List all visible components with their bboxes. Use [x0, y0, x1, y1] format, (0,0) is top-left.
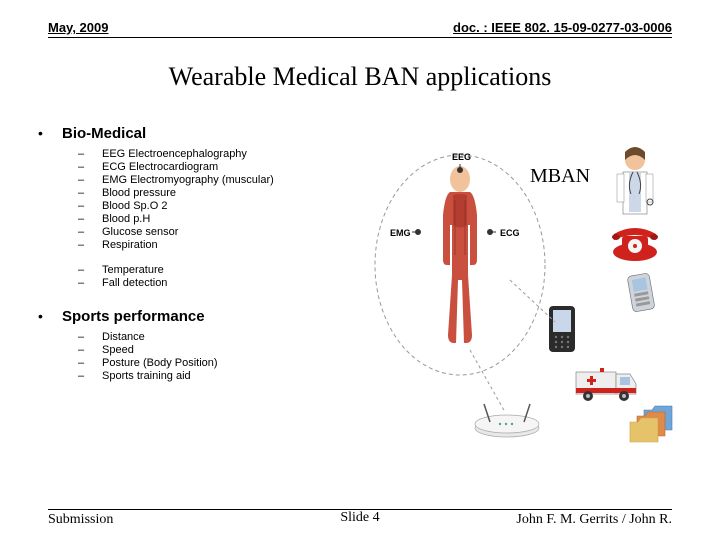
content-list: • Bio-Medical –EEG Electroencephalograph… — [38, 125, 368, 383]
diagram-area: EEG EMG ECG — [370, 150, 680, 450]
list-item: –ECG Electrocardiogram — [78, 161, 368, 173]
section-bio: • Bio-Medical — [38, 125, 368, 142]
section-heading: Sports performance — [62, 308, 205, 325]
doctor-icon — [605, 142, 665, 218]
phone-icon — [620, 268, 668, 316]
bullet-icon: • — [38, 308, 62, 324]
list-item: –Temperature — [78, 264, 368, 276]
list-item: –Glucose sensor — [78, 226, 368, 238]
telephone-icon — [608, 222, 662, 262]
section-sports: • Sports performance — [38, 308, 368, 325]
list-item: –Fall detection — [78, 277, 368, 289]
list-item: –Sports training aid — [78, 370, 368, 382]
list-item: –Distance — [78, 331, 368, 343]
router-icon — [470, 400, 544, 440]
footer-right: John F. M. Gerrits / John R. — [516, 512, 672, 528]
list-item: –Blood pressure — [78, 187, 368, 199]
header: May, 2009 doc. : IEEE 802. 15-09-0277-03… — [48, 20, 672, 38]
list-item: –EMG Electromyography (muscular) — [78, 174, 368, 186]
list-item: –Posture (Body Position) — [78, 357, 368, 369]
footer: Submission John F. M. Gerrits / John R. — [48, 509, 672, 528]
header-doc: doc. : IEEE 802. 15-09-0277-03-0006 — [453, 20, 672, 35]
slide-title: Wearable Medical BAN applications — [0, 62, 720, 92]
list-item: –Respiration — [78, 239, 368, 251]
footer-left: Submission — [48, 512, 113, 528]
section-heading: Bio-Medical — [62, 125, 146, 142]
list-item: –Blood Sp.O 2 — [78, 200, 368, 212]
list-item: –Speed — [78, 344, 368, 356]
pda-icon — [545, 302, 581, 356]
list-item: –EEG Electroencephalography — [78, 148, 368, 160]
list-item: –Blood p.H — [78, 213, 368, 225]
sensor-arrows-icon — [370, 150, 550, 370]
bullet-icon: • — [38, 125, 62, 141]
folders-icon — [628, 400, 684, 446]
header-date: May, 2009 — [48, 20, 108, 35]
